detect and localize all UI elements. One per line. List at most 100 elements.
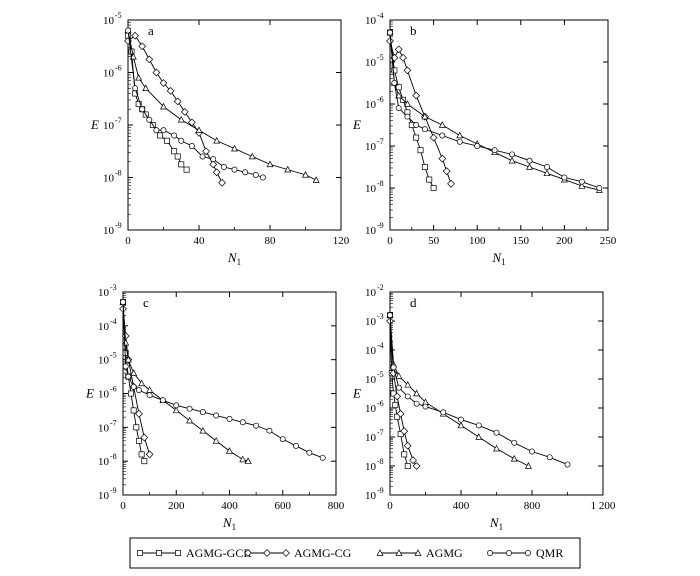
data-point [544,164,550,170]
data-point [596,185,603,191]
data-point [306,449,313,456]
data-point [178,161,185,168]
data-point [218,178,226,187]
legend-marker [506,550,512,556]
plot-frame [389,19,609,231]
data-point [199,426,207,434]
y-tick-label: 10 [98,422,110,434]
data-point [475,433,483,440]
data-point [145,450,154,459]
y-tick-label: 10 [103,120,115,132]
legend-item-agmg-cg: AGMG-CG [244,546,352,560]
legend-label: QMR [536,546,563,560]
legend-marker [525,550,531,556]
data-point [312,176,320,183]
data-point [186,416,194,424]
y-tick-label: 10 [365,490,377,502]
y-tick-label: 10 [365,316,377,328]
data-point [130,407,137,414]
legend-label: AGMG-GCR [186,546,251,560]
x-tick-label: 0 [387,500,393,512]
data-point [172,406,180,414]
data-point [409,456,417,465]
data-point [456,138,463,145]
x-axis-label: N1 [491,250,505,267]
data-point [146,392,153,399]
data-point [160,127,167,134]
data-point [212,168,221,177]
data-point [413,400,420,407]
data-point [213,412,220,419]
y-tick-exponent: -8 [377,179,384,188]
data-point [132,85,139,92]
x-tick-label: 1 200 [591,500,616,512]
y-tick-label: 10 [365,374,377,386]
data-point [395,105,402,112]
series-agmg-cg [386,37,455,188]
y-tick-label: 10 [103,68,115,80]
data-point [157,132,163,139]
data-point [413,122,420,128]
data-point [160,102,167,110]
data-point [186,405,193,412]
legend-marker [175,550,181,556]
data-point [153,127,160,134]
data-point [526,157,533,164]
y-tick-exponent: -4 [110,317,117,326]
series-qmr [387,29,603,191]
data-point [510,454,518,462]
legend-marker [156,550,162,556]
data-point [159,79,168,87]
x-axis-label: N1 [227,250,241,267]
data-point [210,156,217,163]
y-tick-label: 10 [98,355,110,367]
data-point [178,137,185,144]
y-tick-exponent: -4 [377,341,384,350]
x-tick-label: 0 [387,235,393,247]
legend-marker [376,549,384,556]
y-tick-exponent: -6 [377,95,384,104]
data-point [395,372,403,379]
data-point [526,163,534,170]
x-tick-label: 0 [120,500,126,512]
data-point [438,154,447,163]
data-point [199,409,206,416]
series-agmg-gcr [387,29,437,191]
legend-item-agmg: AGMG [376,546,463,560]
y-tick-exponent: -9 [110,486,117,495]
x-tick-label: 600 [275,500,292,512]
x-tick-label: 800 [524,500,541,512]
y-tick-exponent: -6 [377,399,384,408]
legend-marker [395,549,403,556]
x-tick-label: 80 [265,235,277,247]
series-agmg [386,28,603,193]
y-tick-label: 10 [103,225,115,237]
data-point [475,422,482,429]
legend: AGMG-GCR AGMG-CG AGMG QMR [129,537,581,569]
x-tick-label: 200 [556,235,573,247]
data-point [248,152,256,160]
data-point [284,165,292,173]
data-point [404,393,411,400]
data-point [253,422,260,429]
data-point [387,312,393,319]
y-tick-exponent: -5 [377,53,384,62]
legend-marker [282,549,290,557]
data-point [244,457,252,464]
x-tick-label: 800 [328,500,345,512]
data-point [188,143,195,149]
data-point [135,73,143,81]
y-tick-label: 10 [98,287,110,299]
data-point [578,178,585,185]
data-point [239,419,246,426]
y-tick-exponent: -8 [110,452,117,461]
y-tick-exponent: -7 [110,418,117,427]
x-tick-label: 0 [125,235,131,247]
x-axis-label: N1 [489,515,503,532]
data-point [394,45,403,54]
data-point [279,436,286,443]
series-qmr [125,27,266,181]
data-point [439,132,446,139]
data-point [138,42,147,51]
